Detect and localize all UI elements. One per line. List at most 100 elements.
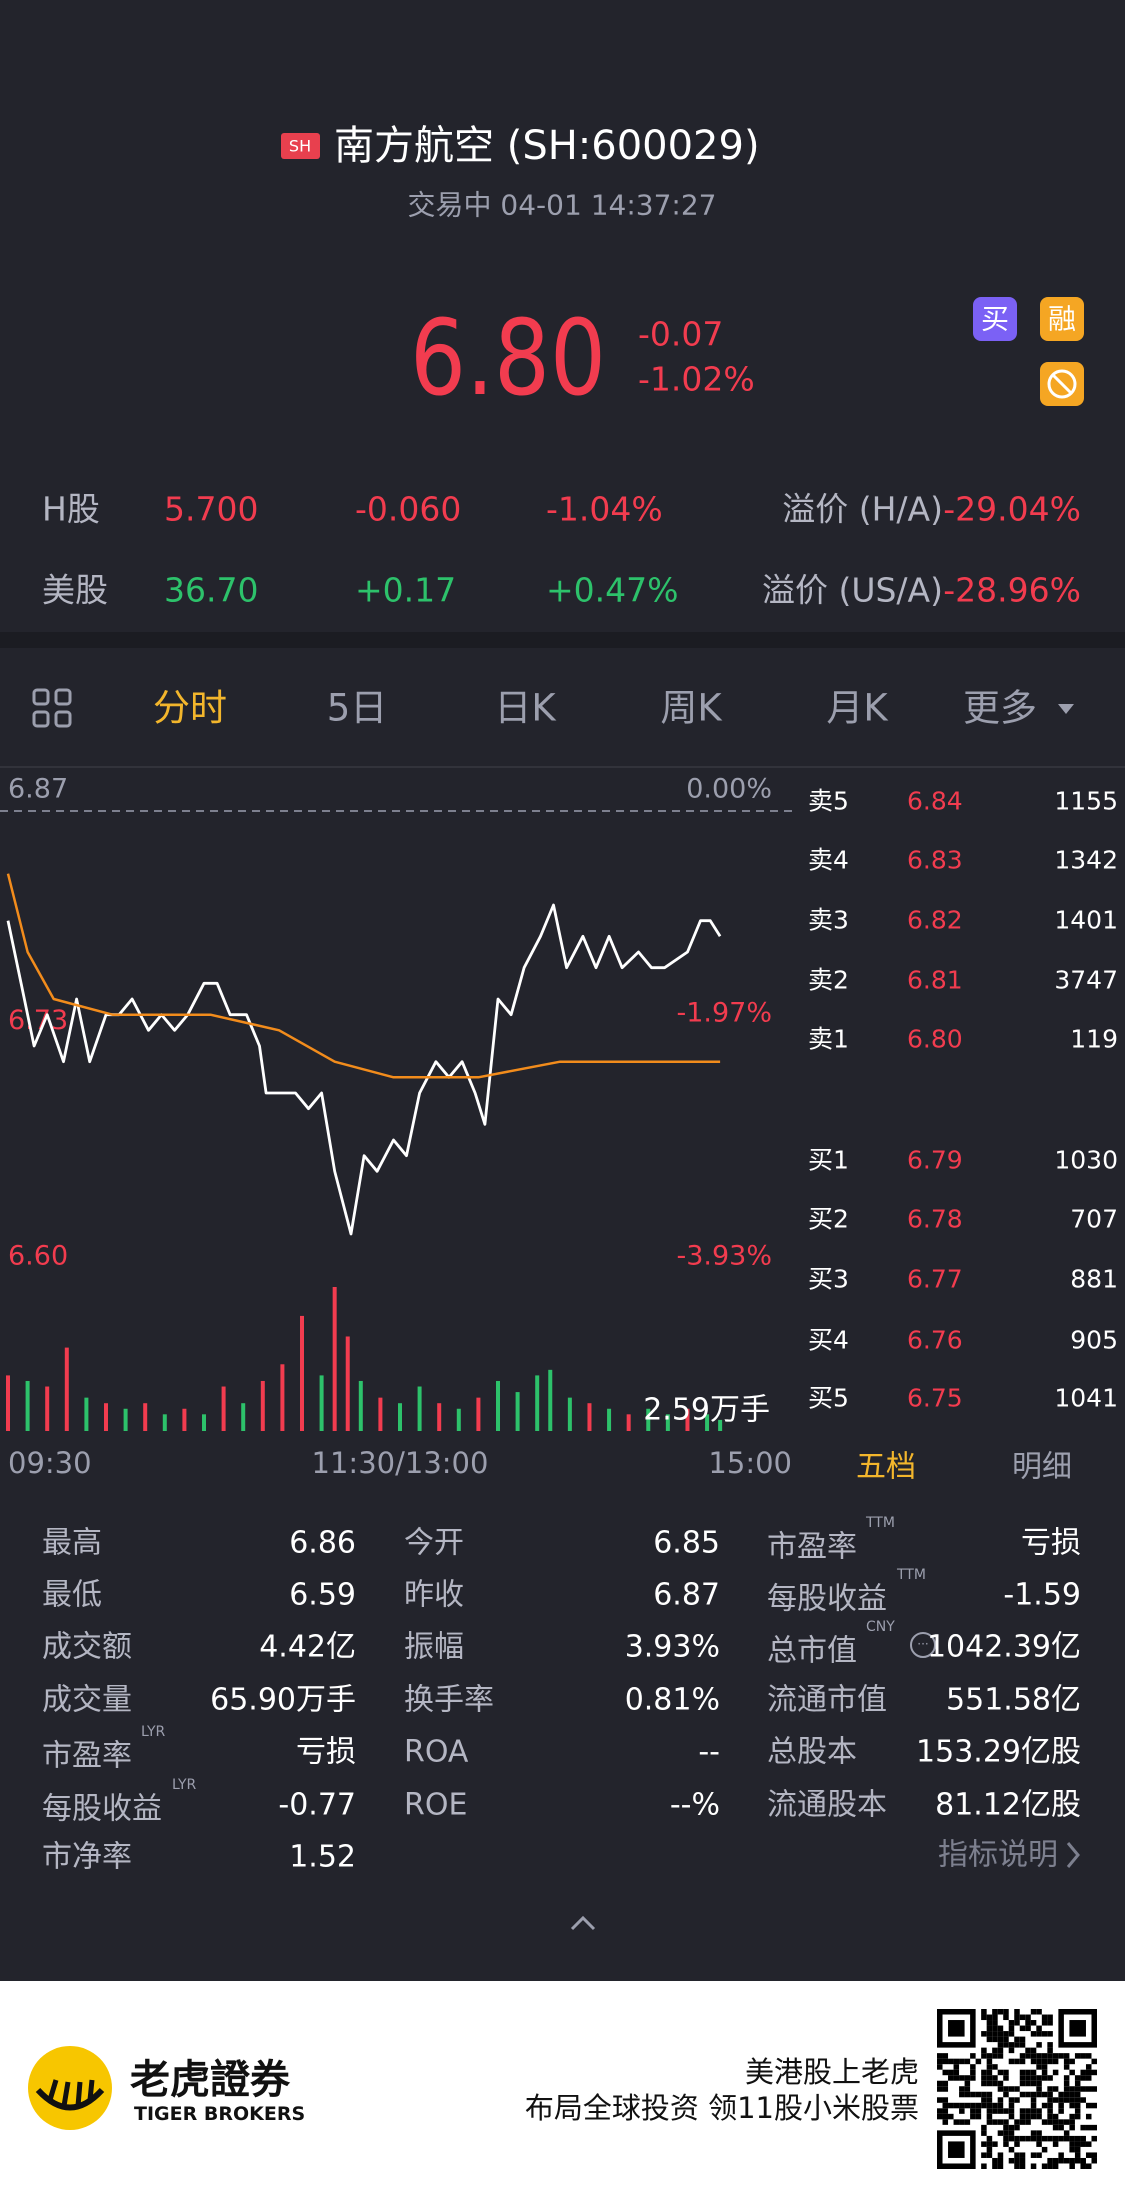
qr-module [1014,2163,1020,2169]
volume-bar [417,1386,422,1431]
stat-value: 6.59 [289,1578,356,1613]
volume-bar [202,1414,206,1431]
qr-module [1058,2097,1064,2103]
order-volume: 119 [1070,1025,1118,1054]
qr-module [1052,2119,1059,2125]
qr-module [1074,2141,1081,2147]
qr-module [1025,2020,1031,2026]
order-book-tab[interactable]: 明细 [1012,1450,1072,1485]
qr-module [997,2047,1004,2054]
qr-module [992,2020,998,2026]
order-level: 买3 [808,1265,849,1294]
volume-bar [476,1397,481,1431]
premium-label: 溢价 (US/A) [762,571,943,610]
qr-module [970,2108,976,2114]
qr-module [981,2075,987,2081]
qr-module [1091,2069,1097,2076]
qr-module [1008,2124,1015,2131]
chart-tab[interactable]: 月K [826,687,889,730]
qr-module [959,2091,965,2098]
qr-module [1041,2053,1048,2059]
layout-icon[interactable] [32,688,72,728]
qr-module [1019,2025,1026,2032]
qr-module [1014,2135,1020,2142]
qr-module [1074,2113,1081,2120]
qr-module [986,2080,993,2087]
market-change-percent: -1.04% [546,490,663,529]
qr-module [997,2080,1004,2087]
qr-module [997,2042,1004,2048]
qr-module [1008,2157,1015,2164]
qr-module [997,2086,1004,2092]
qr-finder [948,2141,965,2158]
stat-label: 今开 [404,1526,464,1561]
qr-module [1041,2058,1048,2065]
chart-tab[interactable]: 分时 [153,687,227,730]
info-icon[interactable]: ··· [910,1632,936,1658]
qr-module [1063,2135,1070,2142]
order-level: 卖5 [808,787,849,816]
order-level: 买2 [808,1205,849,1234]
qr-module [981,2141,987,2147]
chart-tab[interactable]: 日K [494,687,557,730]
qr-module [970,2075,976,2081]
volume-bar [496,1380,500,1431]
qr-module [986,2097,993,2103]
qr-module [1074,2102,1081,2109]
volume-bar [646,1408,651,1431]
qr-module [964,2102,971,2109]
volume-bar [345,1336,350,1431]
qr-module [1074,2080,1081,2087]
qr-module [1047,2097,1053,2103]
chart-tab[interactable]: 5日 [327,687,388,730]
qr-module [1069,2069,1075,2076]
qr-module [953,2058,960,2065]
qr-module [1063,2080,1070,2087]
qr-module [1008,2031,1015,2037]
qr-module [970,2091,976,2098]
qr-module [992,2014,998,2021]
qr-module [1074,2086,1081,2092]
qr-module [1030,2058,1037,2065]
qr-module [1025,2075,1031,2081]
qr-module [1036,2053,1042,2059]
chart-tab[interactable]: 更多 [963,687,1037,730]
no-short-icon [1040,362,1084,406]
qr-module [1058,2091,1064,2098]
qr-module [1008,2020,1015,2026]
order-book-tab[interactable]: 五档 [856,1450,916,1485]
qr-module [1069,2135,1075,2142]
order-volume: 1401 [1054,906,1118,935]
indicator-link[interactable]: 指标说明 [938,1838,1058,1873]
qr-module [1030,2009,1037,2015]
stat-label-sup: LYR [172,1777,196,1793]
qr-module [1041,2091,1048,2098]
trade-badge[interactable] [1040,297,1084,341]
qr-module [1041,2020,1048,2026]
chart-tab[interactable]: 周K [660,687,723,730]
x-tick-label: 15:00 [708,1446,792,1480]
qr-module [981,2091,987,2098]
qr-module [1069,2146,1075,2153]
stat-value: 0.81% [625,1683,720,1718]
qr-module [992,2080,998,2087]
stat-label: 流通市值 [767,1683,887,1718]
qr-module [1019,2036,1026,2043]
qr-module [1025,2047,1031,2054]
trade-badge[interactable] [973,297,1017,341]
qr-module [997,2031,1004,2037]
stat-label-sup: TTM [896,1567,926,1583]
qr-module [964,2119,971,2125]
qr-module [937,2113,943,2120]
expand-chevron[interactable] [570,1915,596,1931]
qr-module [1069,2097,1075,2103]
qr-module [1003,2009,1009,2015]
qr-module [1069,2113,1075,2120]
qr-module [1014,2086,1020,2092]
qr-module [997,2097,1004,2103]
qr-module [1019,2080,1026,2087]
qr-module [1025,2091,1031,2098]
volume-max-label: 2.59万手 [643,1393,770,1428]
